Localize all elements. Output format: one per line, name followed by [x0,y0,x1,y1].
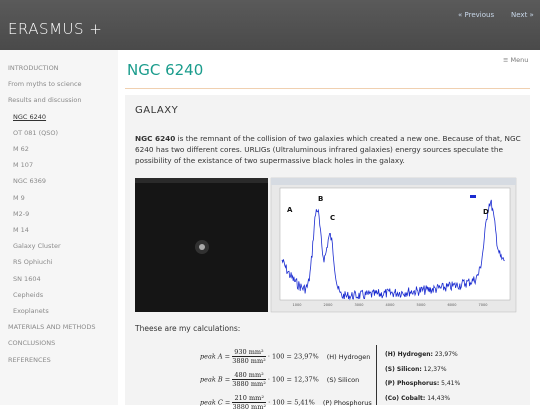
formula-lhs: peak A = [200,352,231,361]
graph-titlebar [271,178,516,185]
nav-item[interactable]: M 9 [13,193,25,202]
divider [125,88,530,89]
result-element: (H) Hydrogen: [385,351,433,358]
galaxy-core [199,244,205,250]
result-value: 5,41% [439,380,461,387]
result-value: 14,43% [425,394,451,402]
paragraph-text: is the remnant of the collision of two g… [135,134,521,165]
result: (H) Hydrogen: 23,97% [385,351,458,358]
formula-rhs: · 100 = 5,41% [268,398,315,407]
nav-item[interactable]: SN 1604 [13,274,41,283]
nav-item[interactable]: MATERIALS AND METHODS [8,323,96,332]
paragraph: NGC 6240 is the remnant of the collision… [135,133,527,166]
formula-lhs: peak B = [200,375,231,384]
result-element: (S) Silicon: [385,365,422,373]
formula: peak C = 210 mm² 3880 mm² · 100 = 5,41% (P… [200,394,372,411]
peak-label: A [287,206,293,214]
formula: peak A = 930 mm² 3880 mm² · 100 = 23,97% (… [200,348,370,365]
nav-item[interactable]: Exoplanets [13,307,49,315]
x-tick-label: 4000 [386,303,395,307]
result-value: 12,37% [421,365,447,373]
sidebar: INTRODUCTION From myths to science Results… [0,50,118,405]
x-tick-label: 7000 [479,303,488,307]
peak-label: C [330,214,335,222]
nav-item[interactable]: From myths to science [8,80,82,89]
nav-item[interactable]: CONCLUSIONS [8,339,56,348]
x-tick-label: 1000 [293,303,302,307]
formula-rhs: · 100 = 12,37% [267,375,319,384]
result: (Co) Cobalt: 14,43% [385,395,450,402]
fraction: 210 mm² 3880 mm² [232,394,266,411]
formula-lhs: peak C = [200,398,231,407]
peak-label: D [483,208,489,216]
numerator: 210 mm² [232,394,266,403]
nav-item[interactable]: Cepheids [13,290,44,299]
graph-labels: A B C D 1000 2000 3000 4000 5000 6000 7000 [287,195,489,307]
x-tick-label: 5000 [417,303,426,307]
nav-item[interactable]: Galaxy Cluster [13,242,61,251]
nav-item[interactable]: RS Ophiuchi [13,258,53,267]
result-value: 23,97% [432,351,458,358]
calc-intro: Theese are my calculations: [135,324,241,333]
element-name: (S) Silicon [326,375,360,384]
element-name: (P) Phosphorus [322,398,372,407]
nav-item[interactable]: Results and discussion [8,96,82,105]
nav-item[interactable]: OT 081 (QSO) [13,128,59,137]
next-link[interactable]: Next » [511,11,534,19]
x-tick-label: 6000 [448,303,457,307]
fraction: 480 mm² 3880 mm² [232,371,266,388]
column-divider [376,345,377,405]
x-tick-label: 3000 [355,303,364,307]
nav-item[interactable]: M 107 [13,161,34,170]
nav-item[interactable]: NGC 6369 [13,177,47,186]
page-title: NGC 6240 [127,61,204,79]
nav-item[interactable]: NGC 6240 [13,112,47,121]
denominator: 3880 mm² [232,357,266,365]
formula-rhs: · 100 = 23,97% [267,352,319,361]
fraction: 930 mm² 3880 mm² [232,348,266,365]
nav-item[interactable]: M 62 [13,145,29,153]
numerator: 930 mm² [232,348,266,357]
image-bar [135,178,268,183]
paragraph-lead: NGC 6240 [135,134,176,143]
legend-swatch [470,195,476,198]
formula: peak B = 480 mm² 3880 mm² · 100 = 12,37% (… [200,371,359,388]
nav-item[interactable]: M2-9 [13,209,30,218]
result: (P) Phosphorus: 5,41% [385,380,460,387]
result-element: (Co) Cobalt: [385,394,426,402]
section-heading: GALAXY [135,105,179,116]
spectrum-line [281,199,505,301]
galaxy-halo [195,240,209,254]
denominator: 3880 mm² [232,380,266,388]
menu-button[interactable]: ≡ Menu [503,56,529,64]
numerator: 480 mm² [232,371,266,380]
prev-link[interactable]: « Previous [458,11,495,19]
result-element: (P) Phosphorus: [385,380,440,387]
nav-item[interactable]: INTRODUCTION [8,64,59,72]
nav-item[interactable]: REFERENCES [8,355,51,364]
result: (S) Silicon: 12,37% [385,366,447,373]
site-title[interactable]: ERASMUS + [8,20,103,38]
element-name: (H) Hydrogen [326,352,371,361]
denominator: 3880 mm² [232,403,266,411]
nav-item[interactable]: M 14 [13,226,29,234]
x-tick-label: 2000 [324,303,333,307]
header: ERASMUS + « Previous Next » [0,0,540,50]
peak-label: B [318,195,323,203]
